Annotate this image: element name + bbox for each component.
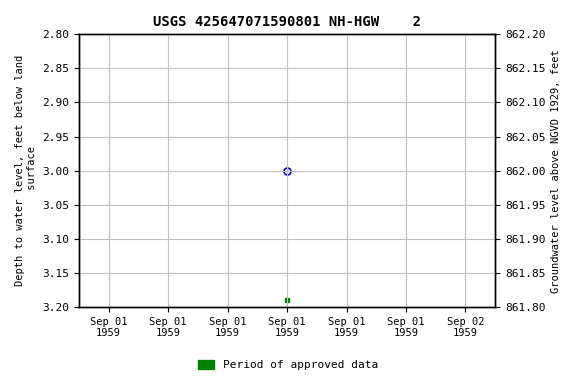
Title: USGS 425647071590801 NH-HGW    2: USGS 425647071590801 NH-HGW 2: [153, 15, 421, 29]
Y-axis label: Depth to water level, feet below land
 surface: Depth to water level, feet below land su…: [15, 55, 37, 286]
Legend: Period of approved data: Period of approved data: [193, 356, 383, 375]
Y-axis label: Groundwater level above NGVD 1929, feet: Groundwater level above NGVD 1929, feet: [551, 49, 561, 293]
